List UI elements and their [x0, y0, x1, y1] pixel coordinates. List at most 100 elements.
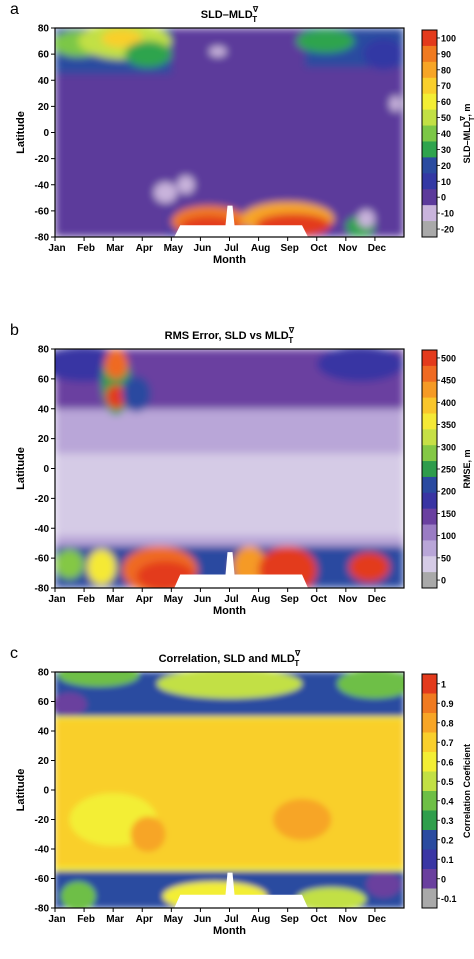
colorbar-swatch	[422, 674, 437, 694]
colorbar-tick-label: 0.1	[441, 855, 454, 865]
colorbar-tick-label: 100	[441, 531, 456, 541]
colorbar-swatch	[422, 791, 437, 811]
x-tick-label: Dec	[368, 914, 387, 925]
chart-title: SLD–MLD∇ T	[201, 5, 259, 24]
x-tick-label: May	[164, 594, 184, 605]
svg-text:SLD–MLD∇T: SLD–MLD∇ T	[201, 5, 259, 24]
y-tick-label: 60	[38, 697, 50, 708]
y-tick-label: 0	[43, 786, 49, 797]
colorbar-swatch	[422, 771, 437, 792]
colorbar-swatch	[422, 476, 437, 494]
x-tick-label: Dec	[368, 243, 387, 254]
colorbar-swatch	[422, 381, 437, 399]
x-tick-label: Jun	[194, 914, 212, 925]
colorbar-swatch	[422, 572, 437, 589]
y-tick-label: -40	[35, 180, 50, 191]
colorbar-swatch	[422, 61, 437, 79]
y-tick-label: -80	[35, 904, 50, 915]
colorbar-tick-label: 50	[441, 113, 451, 123]
colorbar-tick-label: 0	[441, 193, 446, 203]
colorbar-tick-label: 0.2	[441, 835, 454, 845]
y-tick-label: -40	[35, 845, 50, 856]
y-tick-label: 80	[38, 345, 50, 356]
colorbar-tick-label: 250	[441, 465, 456, 475]
colorbar-swatch	[422, 556, 437, 573]
panel-letter: c	[10, 645, 18, 662]
x-tick-label: May	[164, 914, 184, 925]
colorbar-swatch	[422, 109, 437, 127]
panel-b: b RMS Error, SLD vs MLD∇ T806040200-20-40-…	[10, 322, 472, 617]
colorbar-tick-label: 100	[441, 33, 456, 43]
x-tick-label: Mar	[106, 594, 124, 605]
x-tick-label: Apr	[136, 243, 153, 254]
colorbar-swatch	[422, 205, 437, 222]
x-tick-label: Apr	[136, 594, 153, 605]
colorbar-swatch	[422, 30, 437, 47]
x-axis-label: Month	[213, 254, 246, 266]
colorbar-swatch	[422, 524, 437, 541]
colorbar-tick-label: 0	[441, 576, 446, 586]
x-tick-label: Nov	[338, 914, 357, 925]
y-tick-label: -20	[35, 154, 50, 165]
y-tick-label: -80	[35, 584, 50, 595]
colorbar-swatch	[422, 713, 437, 733]
colorbar-tick-label: -20	[441, 225, 454, 235]
colorbar-swatch	[422, 413, 437, 430]
x-tick-label: Jul	[224, 594, 239, 605]
x-tick-label: Jun	[194, 594, 212, 605]
colorbar-tick-label: 10	[441, 177, 451, 187]
svg-text:Correlation Coeficient: Correlation Coeficient	[462, 744, 472, 838]
colorbar-swatch	[422, 732, 437, 753]
colorbar-swatch	[422, 445, 437, 462]
x-tick-label: Aug	[251, 243, 270, 254]
x-tick-label: Mar	[106, 243, 124, 254]
no-data-mask	[174, 872, 309, 908]
y-axis-label: Latitude	[15, 111, 27, 154]
colorbar-swatch	[422, 45, 437, 63]
x-tick-label: Jul	[224, 914, 239, 925]
x-tick-label: Oct	[310, 594, 327, 605]
colorbar-swatch	[422, 77, 437, 95]
x-axis-label: Month	[213, 605, 246, 617]
colorbar-tick-label: -10	[441, 209, 454, 219]
no-data-mask	[174, 552, 309, 588]
colorbar-swatch	[422, 492, 437, 510]
y-tick-label: 40	[38, 727, 50, 738]
x-tick-label: Jan	[48, 594, 65, 605]
colorbar-swatch	[422, 157, 437, 174]
chart-title: Correlation, SLD and MLD∇ T	[159, 649, 301, 668]
colorbar-tick-label: 30	[441, 145, 451, 155]
y-tick-label: 20	[38, 102, 50, 113]
no-data-mask	[174, 205, 309, 237]
y-tick-label: 40	[38, 404, 50, 415]
colorbar-tick-label: 40	[441, 129, 451, 139]
svg-text:SLD–MLD∇T, m: SLD–MLD∇T, m	[460, 104, 474, 164]
colorbar-tick-label: 0.9	[441, 699, 454, 709]
colorbar-tick-label: 0.7	[441, 738, 454, 748]
x-tick-label: Nov	[338, 243, 357, 254]
colorbar-swatch	[422, 141, 437, 158]
colorbar-swatch	[422, 173, 437, 190]
colorbar-tick-label: 0.4	[441, 796, 454, 806]
x-tick-label: Jan	[48, 914, 65, 925]
colorbar-swatch	[422, 508, 437, 526]
colorbar-tick-label: 0.6	[441, 757, 454, 767]
colorbar-tick-label: 400	[441, 398, 456, 408]
colorbar-tick-label: 90	[441, 49, 451, 59]
y-tick-label: 80	[38, 668, 50, 679]
colorbar-tick-label: 300	[441, 442, 456, 452]
colorbar-tick-label: 50	[441, 553, 451, 563]
y-tick-label: -20	[35, 815, 50, 826]
colorbar-label: Correlation Coeficient	[462, 744, 472, 838]
colorbar-tick-label: -0.1	[441, 894, 457, 904]
colorbar-swatch	[422, 830, 437, 850]
x-tick-label: Dec	[368, 594, 387, 605]
y-tick-label: 20	[38, 756, 50, 767]
colorbar-tick-label: 60	[441, 97, 451, 107]
colorbar-label: SLD–MLD∇T, m	[460, 104, 474, 164]
panel-letter: a	[10, 1, 19, 18]
colorbar-tick-label: 0.8	[441, 718, 454, 728]
y-tick-label: 40	[38, 76, 50, 87]
